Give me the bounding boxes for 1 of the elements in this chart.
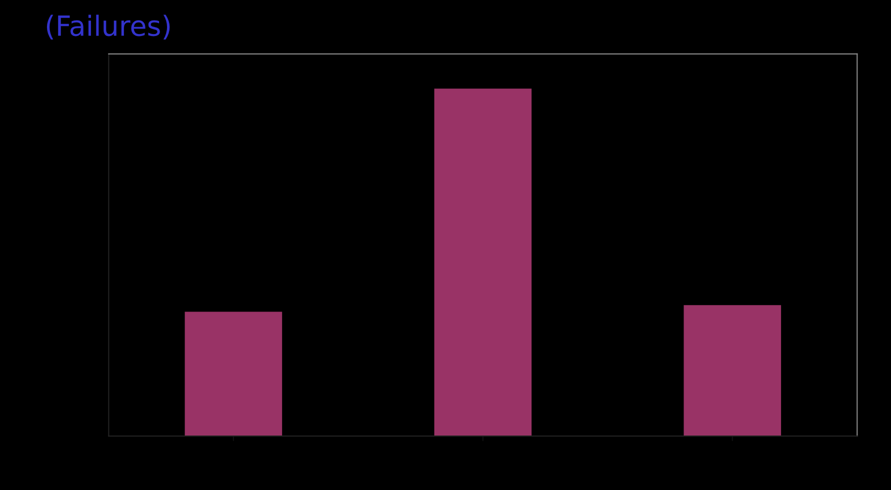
chart-title: (Failures) xyxy=(46,14,170,40)
